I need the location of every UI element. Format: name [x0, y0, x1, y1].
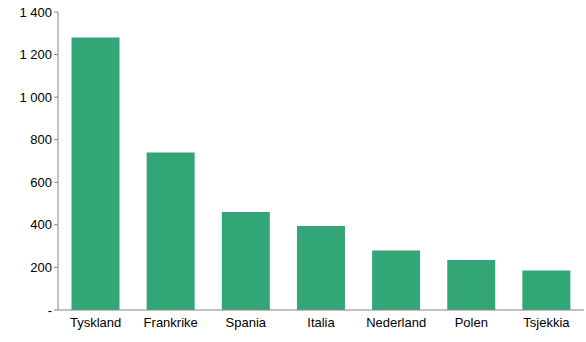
svg-text:Nederland: Nederland	[366, 315, 426, 330]
svg-text:1 000: 1 000	[19, 90, 52, 105]
svg-text:Frankrike: Frankrike	[144, 315, 198, 330]
svg-text:400: 400	[30, 217, 52, 232]
svg-text:800: 800	[30, 132, 52, 147]
svg-text:Tsjekkia: Tsjekkia	[523, 315, 570, 330]
svg-text:Italia: Italia	[307, 315, 335, 330]
svg-text:600: 600	[30, 175, 52, 190]
svg-text:-: -	[48, 303, 52, 318]
svg-text:Polen: Polen	[455, 315, 488, 330]
svg-text:1 400: 1 400	[19, 5, 52, 20]
svg-text:1 200: 1 200	[19, 47, 52, 62]
svg-text:200: 200	[30, 260, 52, 275]
svg-text:Tyskland: Tyskland	[70, 315, 121, 330]
svg-text:Spania: Spania	[226, 315, 267, 330]
